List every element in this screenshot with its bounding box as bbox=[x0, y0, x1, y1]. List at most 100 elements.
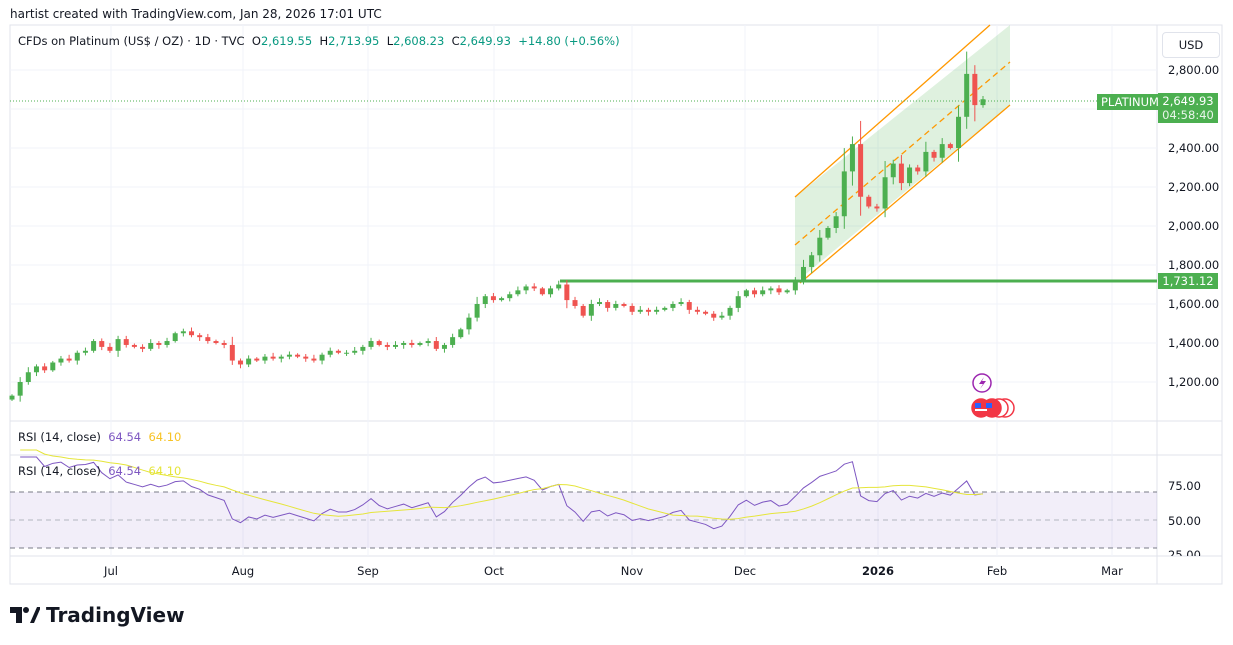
time-tick: Oct bbox=[484, 564, 504, 578]
candle-body bbox=[507, 294, 513, 299]
candle-body bbox=[352, 350, 358, 353]
rsi-ma-value: 64.10 bbox=[148, 430, 182, 444]
candle-body bbox=[417, 343, 423, 345]
rsi-band bbox=[10, 491, 1157, 549]
rsi-value: 64.54 bbox=[108, 430, 142, 444]
candle-body bbox=[66, 358, 72, 361]
candle-body bbox=[809, 255, 815, 267]
candle-body bbox=[784, 290, 790, 293]
rsi-legend[interactable]: RSI (14, close) 64.54 64.10 bbox=[18, 464, 181, 478]
candle-body bbox=[246, 358, 252, 365]
candle-body bbox=[189, 331, 195, 336]
credit-text: hartist created with TradingView.com, Ja… bbox=[10, 7, 382, 21]
candle-body bbox=[898, 163, 904, 184]
candle-body bbox=[858, 144, 864, 197]
candle-body bbox=[556, 284, 562, 289]
candle-body bbox=[25, 372, 31, 382]
candle-body bbox=[654, 309, 660, 312]
candle-body bbox=[466, 317, 472, 330]
candle-body bbox=[74, 352, 80, 361]
candle-body bbox=[874, 206, 880, 209]
candle-body bbox=[833, 216, 839, 228]
channel-lower-line[interactable] bbox=[799, 104, 1011, 284]
channel-mid-line[interactable] bbox=[794, 61, 1011, 246]
candle-body bbox=[662, 307, 668, 310]
candle-body bbox=[760, 290, 766, 295]
candle-body bbox=[172, 333, 178, 342]
candle-body bbox=[972, 73, 978, 106]
candle-body bbox=[393, 344, 399, 347]
candle-body bbox=[719, 315, 725, 318]
candle-body bbox=[523, 286, 529, 291]
channel-upper-line[interactable] bbox=[794, 24, 991, 198]
candle-body bbox=[433, 341, 439, 349]
rsi-ma-line bbox=[20, 449, 984, 520]
currency-button[interactable]: USD bbox=[1162, 32, 1220, 58]
candle-body bbox=[980, 99, 986, 106]
candle-body bbox=[752, 290, 758, 295]
candle-body bbox=[205, 337, 211, 342]
candle-body bbox=[278, 356, 284, 359]
us-flag-events-icon[interactable] bbox=[971, 398, 1015, 418]
last-price-label: 2,649.93 04:58:40 bbox=[1158, 93, 1218, 123]
rsi-tick-75: 75.00 bbox=[1168, 479, 1201, 493]
candle-body bbox=[107, 346, 113, 351]
candle-body bbox=[270, 356, 276, 359]
time-tick: Feb bbox=[986, 564, 1008, 578]
candle-body bbox=[50, 362, 56, 371]
candle-body bbox=[548, 288, 554, 295]
price-tick: 1,800.00 bbox=[1168, 258, 1220, 272]
candle-body bbox=[344, 352, 350, 354]
candle-body bbox=[817, 237, 823, 256]
candle-body bbox=[450, 337, 456, 345]
time-tick: Sep bbox=[357, 564, 379, 578]
change-value: +14.80 (+0.56%) bbox=[518, 34, 620, 48]
brand-name: TradingView bbox=[46, 603, 185, 627]
candle-body bbox=[17, 382, 23, 396]
candle-body bbox=[923, 151, 929, 172]
candle-body bbox=[286, 354, 292, 357]
candle-body bbox=[735, 296, 741, 308]
tradingview-logo-icon bbox=[10, 607, 40, 623]
candle-body bbox=[670, 304, 676, 308]
time-tick: Nov bbox=[620, 564, 644, 578]
candle-body bbox=[319, 354, 325, 361]
candle-body bbox=[531, 286, 537, 289]
candle-body bbox=[131, 344, 137, 347]
tradingview-logo[interactable]: TradingView bbox=[10, 603, 185, 627]
level-price-label: 1,731.12 bbox=[1158, 273, 1218, 289]
candle-body bbox=[474, 304, 480, 318]
candle-body bbox=[964, 73, 970, 117]
candle-body bbox=[956, 116, 962, 148]
candle-body bbox=[743, 290, 749, 297]
candle-body bbox=[327, 350, 333, 355]
candle-body bbox=[686, 302, 692, 310]
open-value: 2,619.55 bbox=[260, 34, 313, 48]
candle-body bbox=[727, 307, 733, 316]
candle-body bbox=[490, 296, 496, 301]
symbol-legend[interactable]: CFDs on Platinum (US$ / OZ) · 1D · TVC O… bbox=[18, 34, 620, 48]
rsi-lines bbox=[20, 449, 984, 530]
candle-body bbox=[588, 304, 594, 316]
candle-body bbox=[180, 331, 186, 334]
candles bbox=[9, 51, 986, 402]
candle-body bbox=[140, 346, 146, 349]
candle-body bbox=[613, 304, 619, 308]
rsi-legend-empty[interactable]: RSI (14, close) 64.54 64.10 bbox=[18, 430, 181, 444]
rsi-name: RSI (14, close) bbox=[18, 430, 101, 444]
candle-body bbox=[197, 335, 203, 338]
price-tick: 1,600.00 bbox=[1168, 297, 1220, 311]
rsi-tick-50: 50.00 bbox=[1168, 514, 1201, 528]
candle-body bbox=[866, 196, 872, 207]
close-label: C bbox=[451, 34, 460, 48]
candle-body bbox=[629, 305, 635, 312]
candle-body bbox=[768, 288, 774, 291]
candle-body bbox=[58, 358, 64, 363]
candle-body bbox=[800, 266, 806, 281]
candle-body bbox=[254, 358, 260, 361]
lightning-icon[interactable] bbox=[972, 373, 992, 393]
time-tick: Dec bbox=[733, 564, 757, 578]
candle-body bbox=[564, 284, 570, 301]
